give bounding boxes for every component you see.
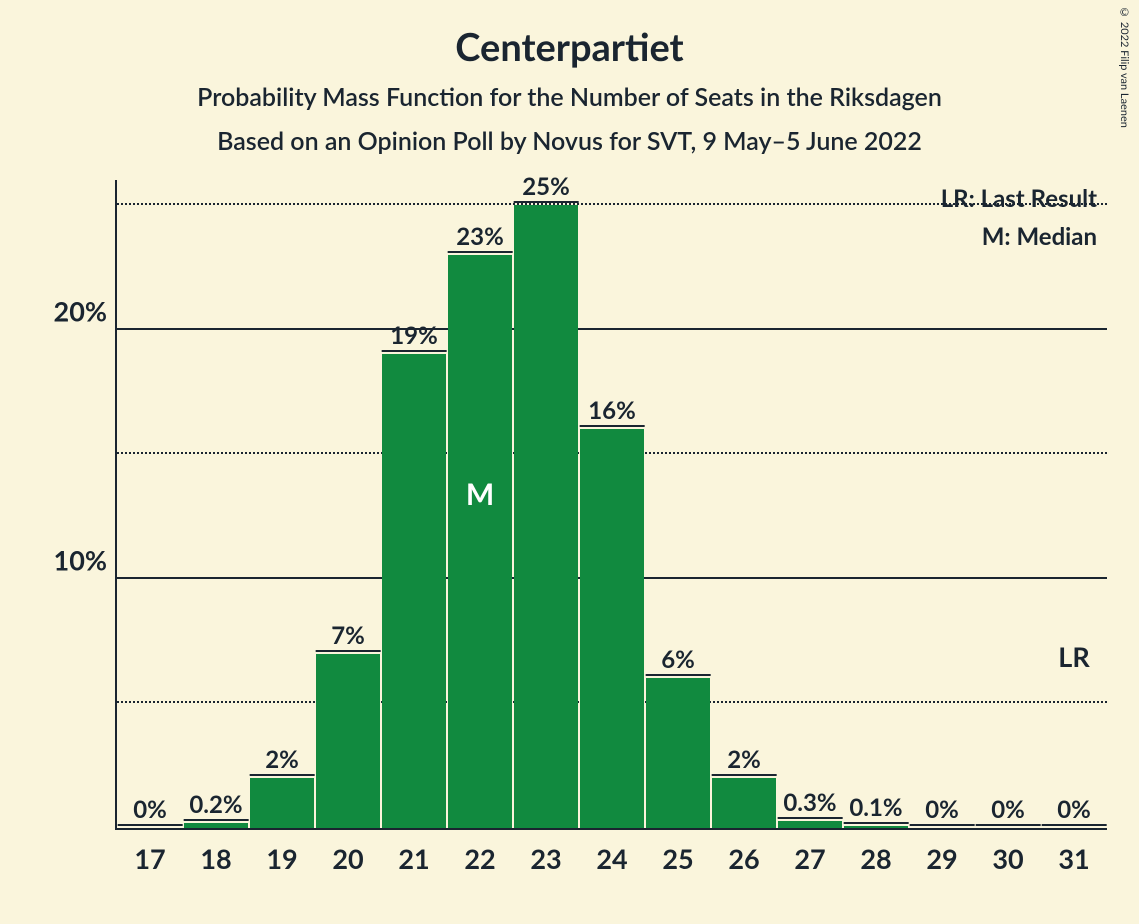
- y-tick-label: 20%: [54, 294, 107, 327]
- y-tick-label: 10%: [54, 543, 107, 576]
- bar-value-label: 25%: [514, 172, 579, 203]
- x-tick-label: 17: [134, 842, 165, 875]
- x-tick-label: 29: [926, 842, 957, 875]
- bar-value-label: 0%: [118, 795, 183, 826]
- bar: [184, 823, 249, 828]
- bar: [250, 778, 315, 828]
- bar: [316, 654, 381, 828]
- bar: [382, 354, 447, 828]
- bar-value-label: 2%: [712, 745, 777, 776]
- x-tick-label: 21: [398, 842, 429, 875]
- bar: [778, 821, 843, 828]
- bar: [448, 255, 513, 828]
- x-tick-label: 28: [860, 842, 891, 875]
- bar: [844, 826, 909, 828]
- chart-container: Centerpartiet Probability Mass Function …: [0, 0, 1139, 924]
- x-tick-label: 31: [1058, 842, 1089, 875]
- gridline-dotted: [117, 203, 1107, 205]
- x-tick-label: 26: [728, 842, 759, 875]
- bar-value-label: 19%: [382, 321, 447, 352]
- lr-marker: LR: [1058, 640, 1089, 673]
- bar: [646, 678, 711, 828]
- bar-value-label: 0.3%: [778, 788, 843, 819]
- median-marker: M: [466, 476, 494, 512]
- gridline-solid: [117, 328, 1107, 330]
- bar: [580, 429, 645, 828]
- chart-subtitle-2: Based on an Opinion Poll by Novus for SV…: [0, 126, 1139, 156]
- chart-title: Centerpartiet: [0, 24, 1139, 70]
- bar: [514, 205, 579, 828]
- bar-value-label: 16%: [580, 396, 645, 427]
- copyright-text: © 2022 Filip van Laenen: [1118, 6, 1131, 128]
- bar-value-label: 0.2%: [184, 790, 249, 821]
- x-tick-label: 18: [200, 842, 231, 875]
- x-tick-label: 20: [332, 842, 363, 875]
- x-tick-label: 25: [662, 842, 693, 875]
- x-tick-label: 19: [266, 842, 297, 875]
- x-tick-label: 22: [464, 842, 495, 875]
- legend-m: M: Median: [982, 222, 1097, 251]
- chart-subtitle-1: Probability Mass Function for the Number…: [0, 82, 1139, 112]
- bar-value-label: 23%: [448, 222, 513, 253]
- bar-value-label: 6%: [646, 645, 711, 676]
- x-tick-label: 23: [530, 842, 561, 875]
- legend-lr: LR: Last Result: [941, 184, 1097, 213]
- bar-value-label: 7%: [316, 621, 381, 652]
- bar: [712, 778, 777, 828]
- x-tick-label: 24: [596, 842, 627, 875]
- bar-value-label: 0.1%: [844, 793, 909, 824]
- x-tick-label: 30: [992, 842, 1023, 875]
- plot-area: LR: Last Result M: Median 10%20%0%170.2%…: [115, 180, 1107, 830]
- bar-value-label: 2%: [250, 745, 315, 776]
- bar-value-label: 0%: [1042, 795, 1107, 826]
- x-tick-label: 27: [794, 842, 825, 875]
- bar-value-label: 0%: [976, 795, 1041, 826]
- bar-value-label: 0%: [910, 795, 975, 826]
